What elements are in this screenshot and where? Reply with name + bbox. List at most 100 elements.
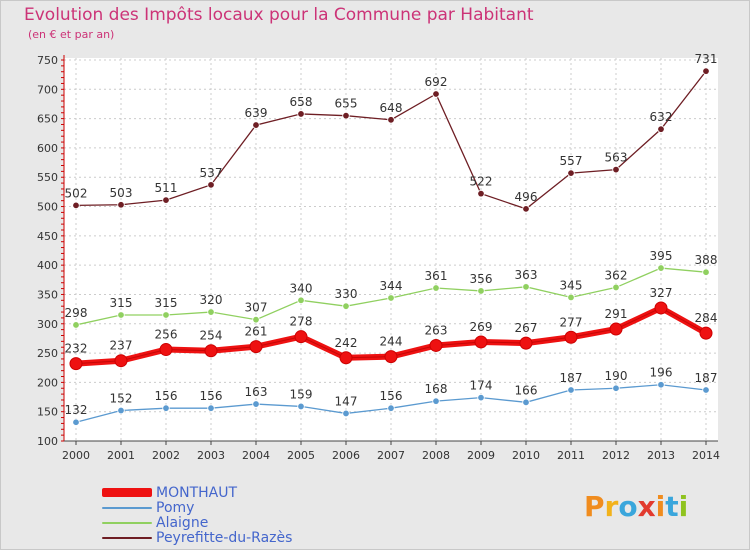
data-label: 731 (695, 52, 718, 66)
x-tick-label: 2010 (512, 449, 540, 462)
y-tick-label: 200 (37, 376, 58, 389)
data-point (702, 67, 710, 75)
data-label: 388 (695, 253, 718, 267)
logo-letter: i (678, 490, 689, 523)
x-tick-label: 2005 (287, 449, 315, 462)
data-label: 196 (650, 366, 673, 380)
data-point (702, 268, 710, 276)
logo-letter: o (618, 490, 638, 523)
data-label: 632 (650, 110, 673, 124)
y-tick-label: 150 (37, 406, 58, 419)
logo-letter: x (637, 490, 656, 523)
data-label: 187 (560, 371, 583, 385)
data-point (207, 404, 215, 412)
data-label: 187 (695, 371, 718, 385)
legend-label: Pomy (156, 499, 195, 516)
data-point (159, 343, 173, 357)
data-label: 327 (650, 286, 673, 300)
data-point (297, 402, 305, 411)
data-point (474, 335, 488, 349)
data-point (117, 311, 125, 319)
legend-item: Alaigne (102, 515, 292, 531)
data-point (162, 196, 170, 204)
y-tick-label: 250 (37, 347, 58, 360)
data-point (117, 201, 125, 209)
data-label: 361 (425, 269, 448, 283)
data-point (117, 406, 125, 415)
data-label: 152 (110, 392, 133, 406)
data-point (249, 340, 263, 354)
chart-legend: MONTHAUT Pomy Alaigne Peyrefitte-du-Razès (102, 485, 292, 546)
y-tick-label: 350 (37, 288, 58, 301)
data-point (342, 409, 350, 418)
data-point (72, 201, 80, 210)
data-label: 503 (110, 186, 133, 200)
data-label: 522 (470, 175, 493, 189)
chart-subtitle: (en € et par an) (28, 28, 115, 41)
y-tick-label: 750 (37, 54, 58, 67)
data-label: 242 (335, 336, 358, 350)
data-point (207, 181, 215, 189)
data-point (162, 404, 170, 412)
y-tick-label: 600 (37, 142, 58, 155)
data-label: 315 (110, 296, 133, 310)
data-label: 655 (335, 97, 358, 111)
data-label: 263 (425, 323, 448, 337)
data-point (609, 322, 623, 336)
data-label: 320 (200, 293, 223, 307)
data-point (432, 90, 440, 98)
y-tick-label: 400 (37, 259, 58, 272)
data-label: 278 (290, 315, 313, 329)
y-tick-label: 450 (37, 230, 58, 243)
data-point (612, 384, 620, 392)
data-point (72, 321, 80, 329)
data-point (567, 169, 575, 177)
data-point (387, 404, 395, 412)
data-label: 166 (515, 383, 538, 397)
data-point (339, 351, 353, 365)
data-label: 639 (245, 106, 268, 120)
legend-swatch (102, 536, 152, 539)
data-point (297, 110, 305, 118)
data-label: 315 (155, 296, 178, 310)
data-point (477, 393, 485, 402)
y-tick-label: 100 (37, 435, 58, 448)
data-label: 692 (425, 75, 448, 89)
data-point (72, 418, 80, 426)
x-tick-label: 2007 (377, 449, 405, 462)
data-point (702, 386, 710, 394)
data-point (522, 283, 530, 291)
data-point (699, 326, 713, 340)
data-point (294, 330, 308, 344)
data-point (657, 381, 665, 389)
data-point (567, 386, 575, 394)
data-point (564, 330, 578, 344)
y-tick-label: 500 (37, 201, 58, 214)
data-label: 395 (650, 249, 673, 263)
x-tick-label: 2001 (107, 449, 135, 462)
data-point (657, 125, 665, 133)
x-tick-label: 2004 (242, 449, 270, 462)
logo-letter: t (665, 490, 679, 523)
series-monthaut: 232 237 256 254 261 278 242 244 263 269 267 277 291 3… (65, 286, 717, 371)
data-label: 362 (605, 268, 628, 282)
data-label: 496 (515, 190, 538, 204)
x-tick-label: 2012 (602, 449, 630, 462)
x-tick-label: 2009 (467, 449, 495, 462)
data-label: 363 (515, 268, 538, 282)
data-point (342, 302, 350, 310)
data-point (297, 296, 305, 305)
data-point (252, 400, 260, 408)
data-label: 174 (470, 379, 493, 393)
data-label: 502 (65, 186, 88, 200)
data-label: 254 (200, 329, 223, 343)
x-tick-label: 2013 (647, 449, 675, 462)
data-point (252, 315, 260, 324)
legend-item: Peyrefitte-du-Razès (102, 530, 292, 546)
x-tick-label: 2002 (152, 449, 180, 462)
logo-letter: i (655, 490, 666, 523)
data-label: 168 (425, 382, 448, 396)
data-label: 190 (605, 369, 628, 383)
data-label: 340 (290, 281, 313, 295)
